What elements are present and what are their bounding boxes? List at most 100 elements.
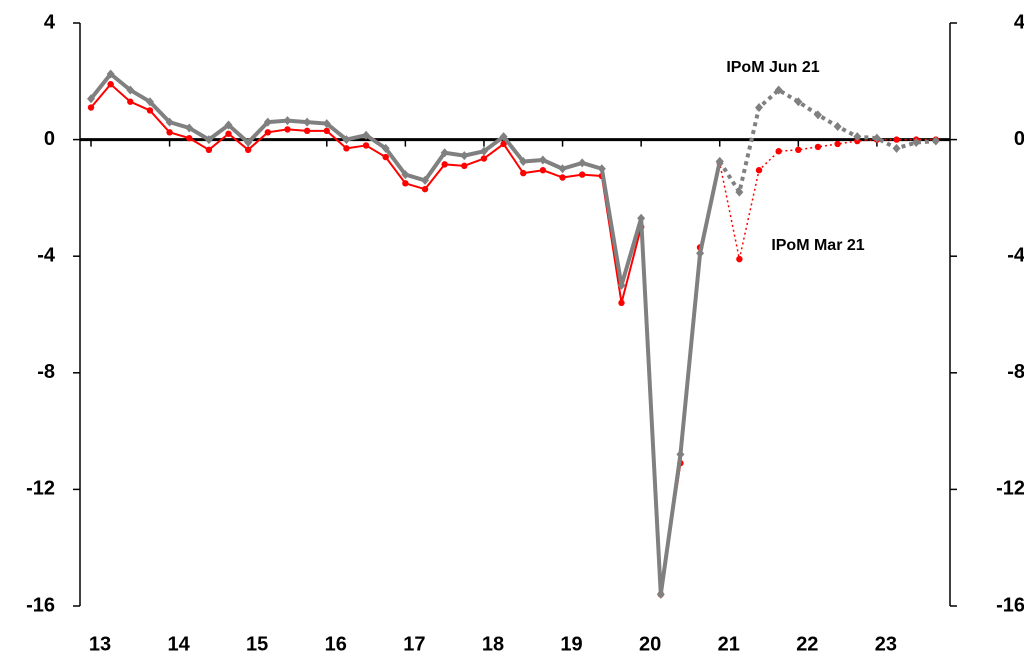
point bbox=[165, 117, 174, 127]
point bbox=[774, 85, 783, 95]
point bbox=[755, 167, 763, 174]
point bbox=[834, 140, 841, 148]
point bbox=[559, 174, 566, 181]
x-tick-label: 14 bbox=[167, 633, 190, 655]
point bbox=[578, 171, 586, 178]
point bbox=[205, 146, 213, 154]
point bbox=[931, 136, 940, 146]
point bbox=[264, 129, 272, 136]
point bbox=[145, 97, 154, 107]
y-tick-label: -16 bbox=[26, 594, 55, 616]
y-tick-label: -12 bbox=[26, 478, 55, 500]
point bbox=[303, 127, 311, 135]
point bbox=[755, 103, 764, 113]
point bbox=[715, 156, 724, 166]
point bbox=[440, 148, 449, 158]
point bbox=[322, 119, 331, 129]
point bbox=[460, 151, 469, 161]
point bbox=[107, 81, 114, 88]
point bbox=[87, 94, 96, 104]
point bbox=[421, 175, 430, 185]
y-tick-label: -8 bbox=[37, 361, 55, 383]
point bbox=[520, 169, 527, 177]
point bbox=[558, 164, 567, 174]
y2-tick-label: -8 bbox=[1007, 361, 1024, 383]
point bbox=[912, 138, 921, 148]
point bbox=[618, 299, 625, 307]
x-tick-label: 19 bbox=[560, 633, 582, 655]
y2-tick-label: -4 bbox=[1007, 244, 1024, 266]
point bbox=[833, 121, 842, 131]
point bbox=[244, 146, 252, 154]
point bbox=[401, 170, 410, 180]
point bbox=[204, 135, 213, 145]
point bbox=[225, 130, 232, 137]
point bbox=[342, 135, 351, 145]
point bbox=[539, 167, 547, 174]
x-tick-label: 15 bbox=[246, 633, 268, 655]
point bbox=[224, 120, 233, 130]
point bbox=[303, 117, 312, 127]
y2-tick-label: -16 bbox=[996, 594, 1024, 616]
y-tick-label: -4 bbox=[37, 244, 56, 266]
point bbox=[500, 140, 507, 148]
point bbox=[656, 589, 665, 599]
point bbox=[362, 130, 371, 140]
y-tick-label: 0 bbox=[44, 128, 55, 150]
point bbox=[186, 134, 193, 142]
point bbox=[343, 145, 350, 152]
point bbox=[283, 116, 292, 126]
point bbox=[637, 213, 646, 223]
point bbox=[284, 126, 291, 133]
point bbox=[499, 132, 508, 142]
point bbox=[127, 98, 134, 105]
point bbox=[382, 153, 389, 161]
point bbox=[893, 136, 900, 143]
point bbox=[736, 255, 743, 263]
point bbox=[402, 180, 409, 187]
x-tick-label: 22 bbox=[796, 633, 818, 655]
point bbox=[597, 164, 606, 174]
point bbox=[775, 148, 782, 155]
point bbox=[106, 69, 115, 79]
point bbox=[381, 143, 390, 153]
annotation: IPoM Mar 21 bbox=[771, 237, 864, 254]
point bbox=[126, 85, 135, 95]
point bbox=[696, 248, 705, 258]
point bbox=[185, 123, 194, 133]
point bbox=[421, 185, 429, 193]
point bbox=[362, 142, 370, 149]
annotation: IPoM Jun 21 bbox=[726, 59, 819, 76]
point bbox=[480, 155, 488, 162]
point bbox=[166, 129, 173, 136]
point bbox=[519, 156, 528, 166]
point bbox=[853, 132, 862, 142]
point bbox=[263, 117, 272, 127]
point bbox=[872, 133, 881, 143]
y-tick-label: 4 bbox=[44, 11, 56, 33]
point bbox=[676, 449, 685, 459]
x-tick-label: 23 bbox=[875, 633, 897, 655]
point bbox=[479, 146, 488, 156]
series-line bbox=[90, 83, 702, 596]
y2-tick-label: -12 bbox=[996, 478, 1024, 500]
point bbox=[814, 143, 822, 151]
point bbox=[813, 110, 822, 120]
point bbox=[244, 138, 253, 148]
point bbox=[735, 187, 744, 197]
point bbox=[892, 143, 901, 153]
x-tick-label: 13 bbox=[89, 633, 111, 655]
point bbox=[795, 146, 802, 154]
x-tick-label: 21 bbox=[718, 633, 740, 655]
point bbox=[461, 162, 468, 170]
point bbox=[146, 107, 154, 114]
x-tick-label: 20 bbox=[639, 633, 661, 655]
x-tick-label: 17 bbox=[403, 633, 425, 655]
series-line bbox=[89, 72, 722, 597]
point bbox=[87, 104, 95, 111]
x-tick-label: 18 bbox=[482, 633, 504, 655]
point bbox=[323, 127, 330, 135]
point bbox=[441, 161, 448, 168]
point bbox=[617, 280, 626, 290]
